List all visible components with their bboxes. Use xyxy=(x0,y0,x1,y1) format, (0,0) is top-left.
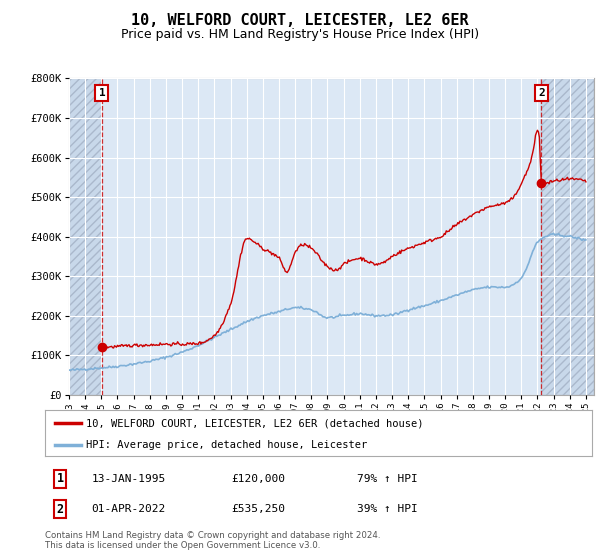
Text: 01-APR-2022: 01-APR-2022 xyxy=(92,504,166,514)
Text: HPI: Average price, detached house, Leicester: HPI: Average price, detached house, Leic… xyxy=(86,440,367,450)
Bar xyxy=(541,78,594,395)
Text: Contains HM Land Registry data © Crown copyright and database right 2024.
This d: Contains HM Land Registry data © Crown c… xyxy=(45,531,380,550)
Text: Price paid vs. HM Land Registry's House Price Index (HPI): Price paid vs. HM Land Registry's House … xyxy=(121,28,479,41)
Text: £535,250: £535,250 xyxy=(231,504,285,514)
Text: 1: 1 xyxy=(57,473,64,486)
Text: 13-JAN-1995: 13-JAN-1995 xyxy=(92,474,166,484)
Text: 2: 2 xyxy=(57,503,64,516)
Text: 1: 1 xyxy=(98,87,106,97)
Text: £120,000: £120,000 xyxy=(231,474,285,484)
Text: 2: 2 xyxy=(538,87,545,97)
Text: 39% ↑ HPI: 39% ↑ HPI xyxy=(357,504,418,514)
Text: 79% ↑ HPI: 79% ↑ HPI xyxy=(357,474,418,484)
Bar xyxy=(69,78,102,395)
Text: 10, WELFORD COURT, LEICESTER, LE2 6ER (detached house): 10, WELFORD COURT, LEICESTER, LE2 6ER (d… xyxy=(86,418,424,428)
Text: 10, WELFORD COURT, LEICESTER, LE2 6ER: 10, WELFORD COURT, LEICESTER, LE2 6ER xyxy=(131,13,469,28)
